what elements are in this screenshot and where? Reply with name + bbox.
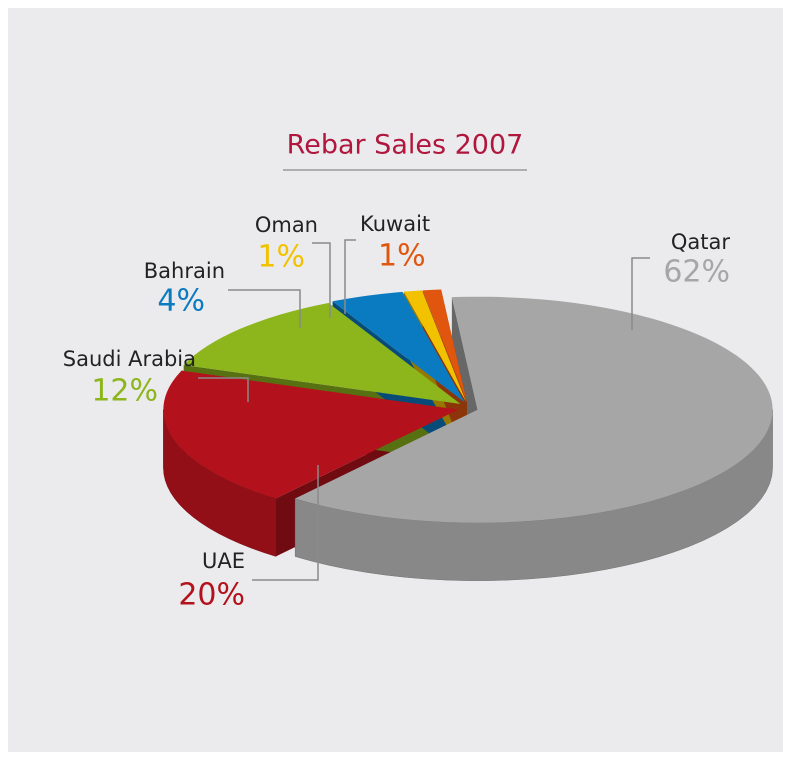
slice — [183, 302, 461, 405]
leader-line — [631, 257, 650, 330]
leader-line — [252, 465, 319, 581]
slice — [295, 296, 773, 523]
slice-name: Bahrain — [144, 259, 225, 283]
slice — [332, 291, 465, 403]
leader-line — [198, 377, 249, 402]
slice-name: Qatar — [671, 230, 731, 254]
slice-value: 62% — [663, 255, 730, 290]
slice-name: Oman — [255, 213, 318, 237]
tops — [163, 289, 773, 523]
slice-name: Saudi Arabia — [63, 347, 196, 371]
leader-line — [344, 239, 356, 314]
leader-line — [312, 242, 331, 318]
slice — [403, 290, 467, 403]
slice-value: 20% — [178, 578, 245, 613]
slice-name: Kuwait — [360, 212, 430, 236]
leader-line — [228, 289, 301, 328]
slice-value: 1% — [378, 239, 426, 274]
slice — [163, 370, 459, 499]
slice-name: UAE — [202, 549, 245, 573]
slice-value: 12% — [91, 374, 158, 409]
slice-value: 4% — [157, 284, 205, 319]
slice-value: 1% — [257, 240, 305, 275]
chart-title: Rebar Sales 2007 — [287, 130, 524, 161]
slice — [422, 289, 467, 403]
